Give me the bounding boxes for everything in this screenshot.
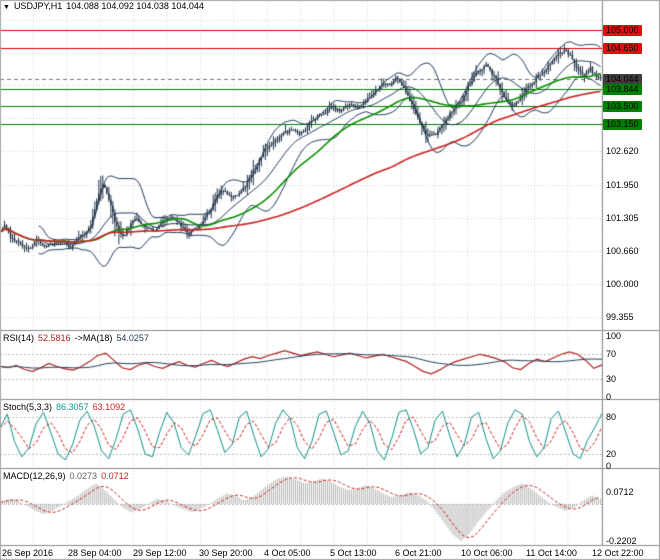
macd-panel[interactable]: MACD(12,26,9) 0.0273 0.0712 xyxy=(0,470,602,546)
rsi-header: RSI(14) 52.5816 ->MA(18) 54.0257 xyxy=(3,333,153,343)
main-chart-header: ▼ USDJPY,H1 104.088 104.092 104.038 104.04… xyxy=(3,1,208,11)
price-axis[interactable] xyxy=(602,0,660,546)
stochastic-panel[interactable]: Stoch(5,3,3) 86.3057 63.1092 xyxy=(0,401,602,468)
rsi-ma-label: ->MA(18) xyxy=(74,333,113,343)
stochastic-indicator-label: Stoch(5,3,3) xyxy=(3,402,53,412)
macd-signal-value: 0.0712 xyxy=(101,471,129,481)
main-chart-panel[interactable]: ▼ USDJPY,H1 104.088 104.092 104.038 104.04… xyxy=(0,0,602,330)
symbol-timeframe-label: USDJPY,H1 xyxy=(13,1,63,11)
stochastic-main-value: 86.3057 xyxy=(56,402,89,412)
rsi-panel[interactable]: RSI(14) 52.5816 ->MA(18) 54.0257 xyxy=(0,332,602,399)
macd-main-value: 0.0273 xyxy=(69,471,98,481)
rsi-indicator-label: RSI(14) xyxy=(3,333,35,343)
stochastic-signal-value: 63.1092 xyxy=(92,402,126,412)
ohlc-values: 104.088 104.092 104.038 104.044 xyxy=(66,1,204,11)
macd-indicator-label: MACD(12,26,9) xyxy=(3,471,66,481)
rsi-value: 52.5816 xyxy=(38,333,71,343)
time-axis[interactable] xyxy=(0,546,660,560)
stochastic-header: Stoch(5,3,3) 86.3057 63.1092 xyxy=(3,402,129,412)
macd-header: MACD(12,26,9) 0.0273 0.0712 xyxy=(3,471,133,481)
rsi-ma-value: 54.0257 xyxy=(116,333,149,343)
symbol-dropdown-icon[interactable]: ▼ xyxy=(3,4,10,11)
